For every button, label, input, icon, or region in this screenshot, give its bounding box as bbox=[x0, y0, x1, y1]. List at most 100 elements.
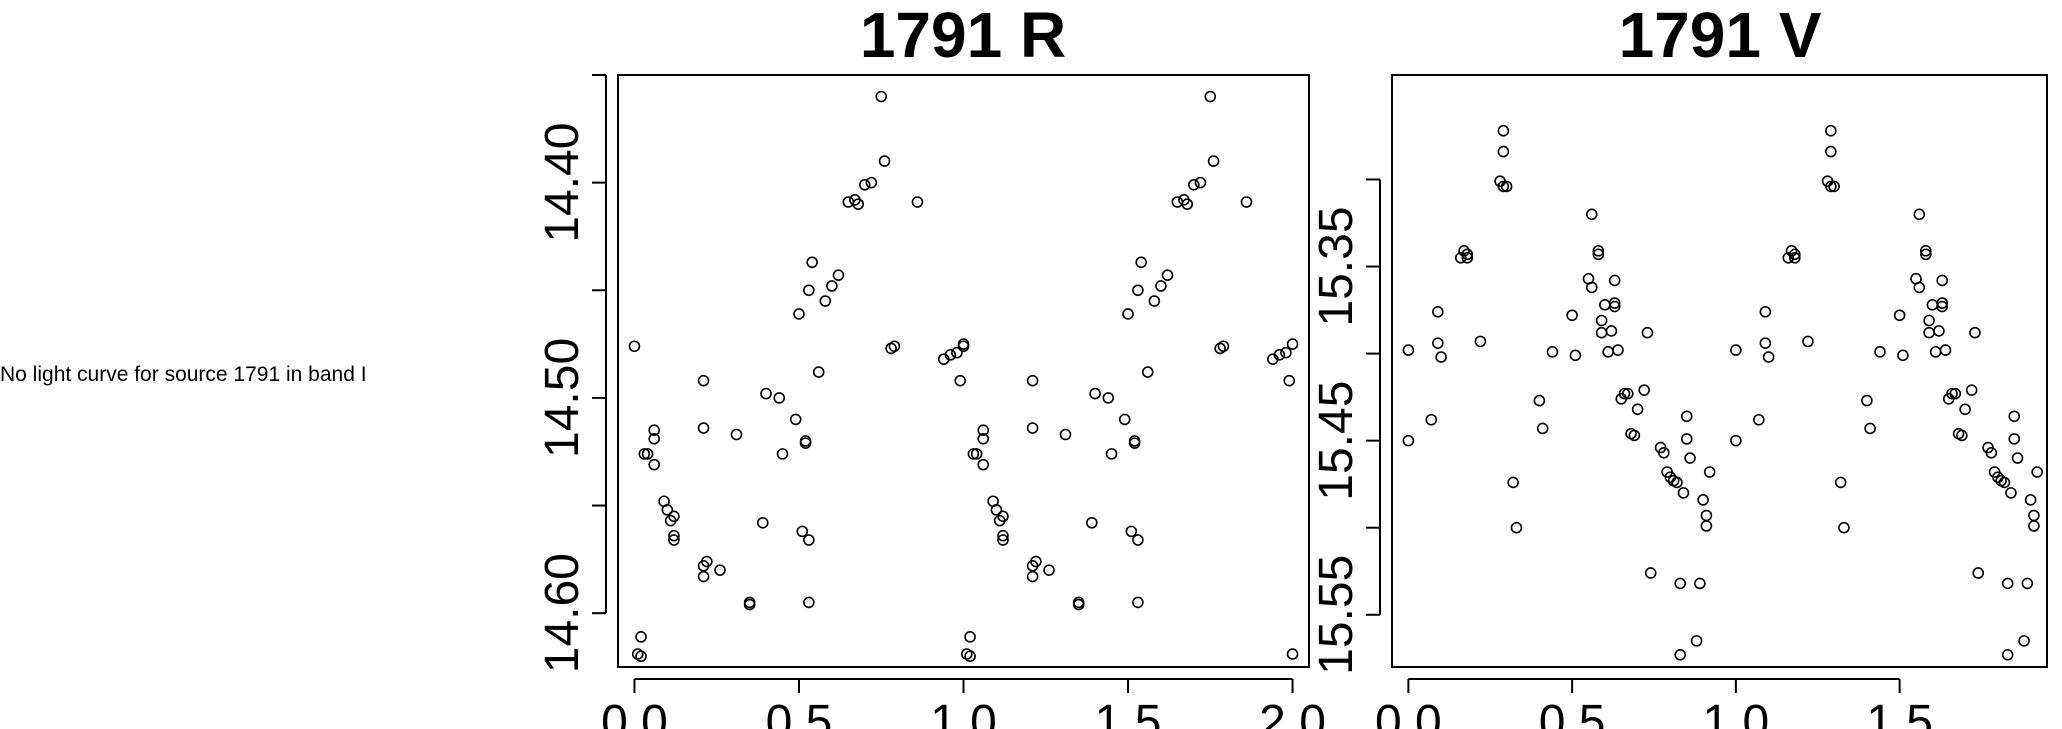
data-point bbox=[776, 448, 789, 460]
data-point bbox=[1461, 248, 1474, 261]
data-point bbox=[2008, 433, 2021, 445]
data-point bbox=[1923, 314, 1935, 327]
data-point bbox=[1432, 305, 1444, 318]
data-point bbox=[944, 349, 957, 361]
data-point bbox=[1789, 252, 1801, 264]
data-point bbox=[1204, 90, 1217, 103]
y-tick-label: 14.50 bbox=[536, 338, 589, 458]
data-point bbox=[1965, 384, 1978, 396]
data-point bbox=[1949, 387, 1962, 400]
data-point bbox=[697, 374, 710, 387]
data-point bbox=[1105, 448, 1118, 460]
data-point bbox=[957, 340, 970, 353]
data-point bbox=[1458, 245, 1470, 257]
data-point bbox=[648, 458, 660, 471]
data-point bbox=[1217, 340, 1230, 353]
data-point bbox=[977, 424, 990, 437]
data-point bbox=[1864, 422, 1876, 435]
data-point bbox=[1926, 299, 1939, 311]
data-point bbox=[1286, 338, 1299, 350]
data-point bbox=[697, 422, 710, 434]
data-point bbox=[832, 269, 845, 282]
data-point bbox=[1280, 346, 1292, 359]
data-point bbox=[2028, 509, 2040, 522]
data-point bbox=[1072, 598, 1085, 611]
data-point bbox=[1959, 403, 1971, 416]
data-point bbox=[1086, 516, 1098, 529]
data-point bbox=[1188, 178, 1200, 191]
data-point bbox=[2008, 410, 2021, 423]
data-point bbox=[865, 176, 878, 189]
data-point bbox=[1703, 466, 1716, 478]
data-point bbox=[1595, 314, 1608, 327]
data-point bbox=[1592, 248, 1605, 261]
data-point bbox=[1135, 256, 1147, 269]
data-point bbox=[1972, 567, 1985, 579]
data-point bbox=[1122, 308, 1134, 320]
data-point bbox=[1602, 346, 1614, 358]
data-point bbox=[1059, 428, 1072, 441]
data-point bbox=[1536, 422, 1549, 435]
data-point bbox=[1697, 494, 1709, 506]
data-point bbox=[1969, 326, 1981, 339]
data-point bbox=[1782, 252, 1795, 264]
data-point bbox=[1694, 577, 1706, 590]
data-point bbox=[1595, 326, 1608, 339]
data-point bbox=[793, 308, 805, 320]
data-point bbox=[2021, 577, 2034, 590]
data-point bbox=[1592, 245, 1605, 257]
x-tick-label: 1.0 bbox=[1703, 696, 1770, 729]
data-point bbox=[1161, 269, 1174, 282]
data-point bbox=[954, 374, 967, 387]
data-point bbox=[803, 534, 815, 546]
data-point bbox=[964, 631, 976, 643]
data-point bbox=[1089, 387, 1101, 400]
data-point bbox=[1825, 180, 1837, 193]
data-point bbox=[1125, 525, 1138, 538]
data-point bbox=[977, 433, 990, 445]
data-point bbox=[1026, 422, 1039, 434]
data-point bbox=[1497, 180, 1510, 193]
data-point bbox=[803, 284, 815, 297]
data-point bbox=[1933, 325, 1945, 337]
data-point bbox=[760, 387, 772, 400]
data-point bbox=[1700, 509, 1713, 522]
data-point bbox=[1030, 555, 1042, 568]
data-point bbox=[1533, 394, 1546, 407]
data-point bbox=[628, 340, 641, 353]
data-point bbox=[2001, 577, 2014, 590]
data-point bbox=[1874, 346, 1886, 358]
data-point bbox=[1674, 577, 1686, 590]
data-point bbox=[1141, 366, 1154, 378]
data-point bbox=[1789, 248, 1801, 261]
data-point bbox=[852, 198, 865, 210]
data-point bbox=[1913, 208, 1926, 221]
data-point bbox=[1608, 274, 1621, 287]
data-point bbox=[1802, 335, 1814, 348]
data-point bbox=[1674, 649, 1686, 661]
data-point bbox=[997, 510, 1009, 523]
data-point bbox=[1628, 429, 1641, 442]
data-point bbox=[997, 534, 1009, 546]
data-point bbox=[2024, 494, 2037, 506]
data-point bbox=[970, 448, 983, 460]
data-point bbox=[1929, 346, 1942, 358]
data-point bbox=[668, 529, 680, 542]
data-point bbox=[1638, 384, 1650, 396]
data-point bbox=[1435, 351, 1447, 363]
data-point bbox=[1148, 295, 1161, 307]
x-tick-label: 1.5 bbox=[1866, 696, 1933, 729]
data-point bbox=[2011, 452, 2024, 464]
x-tick-label: 2.0 bbox=[1259, 696, 1326, 729]
data-point bbox=[648, 433, 660, 445]
chart-title: 1791 V bbox=[1619, 0, 1822, 71]
data-point bbox=[1171, 196, 1184, 208]
data-point bbox=[1618, 387, 1631, 400]
data-point bbox=[1454, 252, 1467, 264]
x-tick-label: 0.5 bbox=[1539, 696, 1606, 729]
data-point bbox=[1585, 208, 1598, 221]
data-point bbox=[1402, 434, 1415, 447]
plot-frame bbox=[1391, 74, 2048, 668]
data-point bbox=[1599, 299, 1611, 311]
data-point bbox=[1118, 413, 1131, 426]
